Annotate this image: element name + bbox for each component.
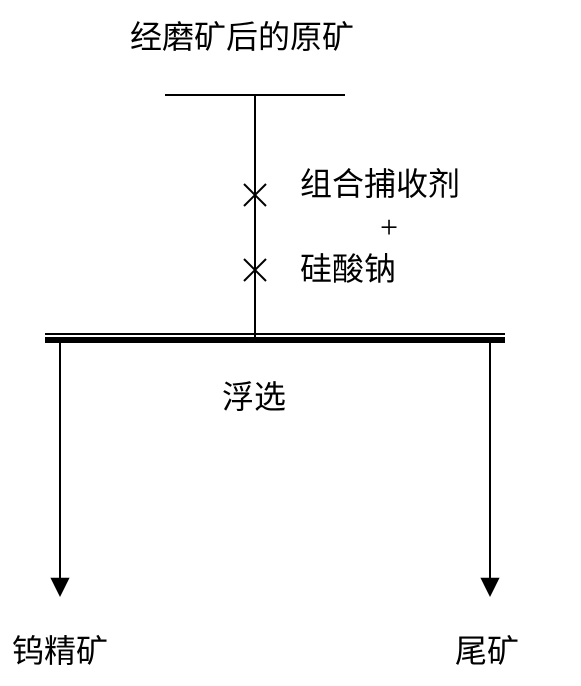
arrow-left-head [50, 578, 69, 597]
product-right-label: 尾矿 [455, 632, 519, 670]
title-label: 经磨矿后的原矿 [130, 18, 354, 56]
reagent-plus-label: + [380, 208, 398, 246]
flowchart-svg [0, 0, 581, 686]
product-left-label: 钨精矿 [12, 632, 108, 670]
reagent-bottom-label: 硅酸钠 [300, 250, 396, 288]
arrow-right-head [480, 578, 499, 597]
reagent-top-label: 组合捕收剂 [300, 165, 460, 203]
flotation-label: 浮选 [222, 378, 286, 416]
